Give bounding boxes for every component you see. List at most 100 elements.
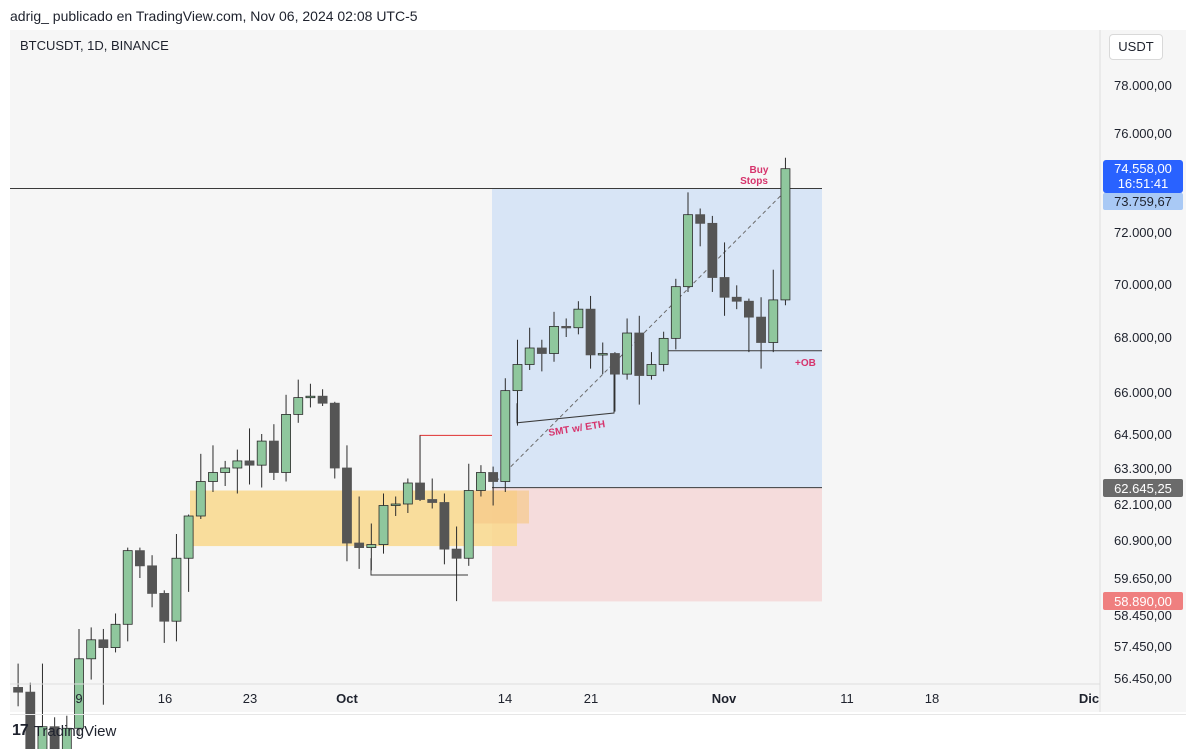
candle [500, 378, 511, 492]
candle [208, 445, 218, 492]
candle [232, 449, 243, 494]
candle-body [646, 364, 657, 376]
publish-header: adrig_ publicado en TradingView.com, Nov… [10, 8, 418, 24]
candle [159, 590, 170, 643]
candle-body [695, 214, 706, 224]
candle-body [268, 440, 279, 473]
candle [37, 663, 48, 749]
candle-body [512, 364, 523, 392]
candle [658, 331, 669, 372]
candle [549, 311, 559, 362]
candle-body [476, 472, 486, 491]
entry-price-badge [1103, 479, 1183, 497]
symbol-label: BTCUSDT, 1D, BINANCE [20, 38, 169, 53]
stop-price-badge [1103, 592, 1183, 610]
candle-body [25, 691, 36, 749]
candle-body [756, 316, 766, 343]
x-tick-label: 21 [584, 691, 598, 706]
candle-body [488, 472, 499, 482]
candle [573, 301, 584, 335]
y-tick-label: 72.000,00 [1114, 225, 1172, 240]
countdown-label: 16:51:41 [1118, 176, 1169, 191]
buy-stops-label: Stops [740, 176, 768, 187]
tradingview-logo[interactable]: 17 TradingView [12, 722, 116, 740]
candle [695, 208, 706, 247]
candle [719, 242, 730, 316]
candle [256, 434, 267, 488]
x-tick-label: 14 [498, 691, 512, 706]
candle [98, 628, 109, 705]
candle [707, 215, 718, 292]
candle-body [256, 440, 267, 466]
candle [524, 327, 535, 370]
candle [49, 717, 60, 749]
candle [439, 493, 450, 565]
y-tick-label: 63.300,00 [1114, 461, 1172, 476]
demand-zone [190, 490, 517, 547]
candle [366, 523, 377, 571]
candle-body [171, 557, 182, 622]
candle-body [561, 325, 572, 329]
x-tick-label: 9 [75, 691, 82, 706]
candle [768, 269, 779, 353]
candle-body [378, 505, 389, 545]
candle [731, 285, 742, 310]
candle [378, 493, 389, 554]
candle [756, 297, 766, 369]
candle-body [110, 623, 121, 648]
x-tick-label: Oct [336, 691, 358, 706]
candle-body [195, 481, 206, 517]
candle-body [293, 397, 304, 415]
candle [244, 428, 255, 485]
buy-stops-label: Buy [750, 165, 769, 176]
tv-logo-icon: 17 [12, 722, 29, 739]
candles-layer [13, 157, 791, 749]
candle [13, 663, 24, 707]
candle [536, 339, 547, 372]
candle-body [719, 277, 730, 298]
candle-body [183, 515, 194, 559]
candle-body [390, 503, 401, 506]
candle [427, 478, 438, 509]
candle [183, 514, 194, 592]
y-tick-label: 70.000,00 [1114, 277, 1172, 292]
candle-body [305, 395, 316, 399]
candle [329, 401, 340, 479]
brand-text: TradingView [33, 722, 117, 740]
candle-body [244, 460, 255, 466]
candle-body [573, 308, 584, 329]
candle-body [439, 502, 450, 550]
candle [512, 339, 523, 426]
candle-body [342, 467, 352, 544]
candle [281, 394, 291, 482]
y-tick-label: 62.100,00 [1114, 497, 1172, 512]
candle-body [731, 296, 742, 302]
candle [585, 295, 596, 369]
candle [610, 352, 620, 412]
candle-body [232, 460, 243, 469]
candle-body [536, 347, 547, 354]
candle-body [768, 299, 779, 343]
x-tick-label: 23 [243, 691, 257, 706]
candle [744, 298, 754, 353]
y-tick-label: 59.650,00 [1114, 571, 1172, 586]
candle-body [610, 353, 620, 375]
x-tick-label: Nov [712, 691, 737, 706]
y-tick-label: 78.000,00 [1114, 78, 1172, 93]
candle-body [597, 353, 608, 356]
candle [147, 555, 157, 608]
candle-body [13, 687, 24, 693]
current-price-label: 74.558,00 [1114, 161, 1172, 176]
candle [463, 463, 474, 566]
candle-body [451, 548, 462, 559]
currency-button[interactable]: USDT [1109, 34, 1163, 60]
candle-body [354, 542, 365, 548]
candle [561, 318, 572, 337]
candle [74, 628, 84, 737]
candle-body [49, 726, 60, 749]
y-tick-label: 76.000,00 [1114, 126, 1172, 141]
y-tick-label: 56.450,00 [1114, 671, 1172, 686]
current-price-badge [1103, 160, 1183, 193]
candle-body [744, 300, 754, 318]
